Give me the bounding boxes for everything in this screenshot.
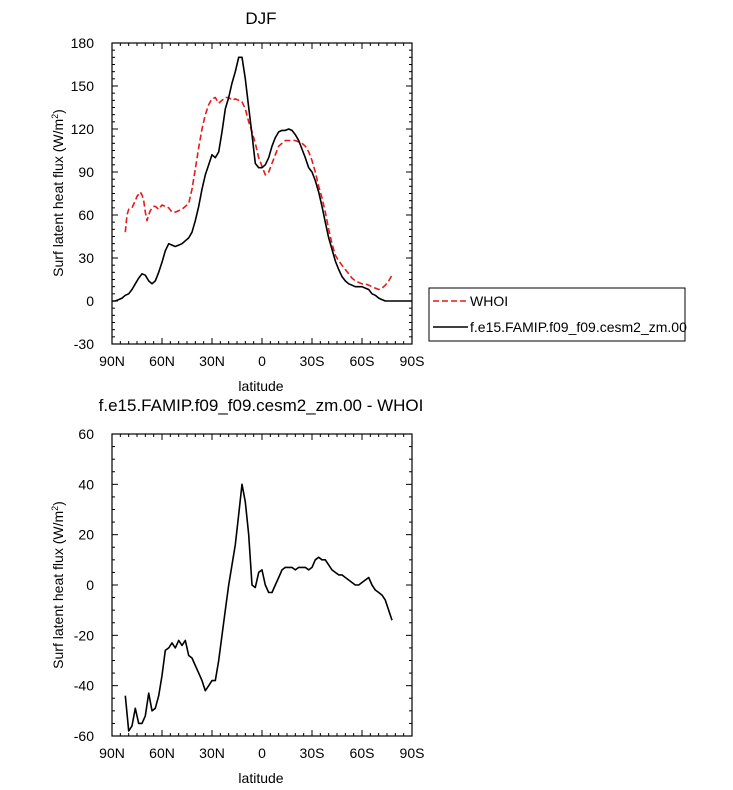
- x-tick-label: 90S: [400, 745, 425, 761]
- legend-box: [428, 287, 686, 342]
- x-tick-label: 60S: [350, 745, 375, 761]
- y-tick-label: 180: [71, 35, 95, 51]
- panel1-xlabel: latitude: [238, 378, 283, 394]
- y-tick-label: 150: [71, 78, 95, 94]
- y-tick-label: -60: [74, 728, 94, 744]
- x-tick-label: 30N: [199, 745, 225, 761]
- series-line-f-e15-famip-f09-f09-cesm2-zm-00: [112, 56, 412, 302]
- panel2-frame: [111, 433, 413, 737]
- x-tick-label: 30S: [300, 353, 325, 369]
- panel1-ylabel: Surf latent heat flux (W/m2): [50, 109, 66, 277]
- panel2-title: f.e15.FAMIP.f09_f09.cesm2_zm.00 - WHOI: [99, 396, 424, 415]
- x-tick-label: 0: [258, 745, 266, 761]
- legend: WHOI f.e15.FAMIP.f09_f09.cesm2_zm.00: [428, 287, 687, 342]
- y-tick-label: 60: [78, 426, 94, 442]
- series-line-whoi: [124, 96, 393, 291]
- panel2-xlabel: latitude: [238, 770, 283, 786]
- x-tick-label: 0: [258, 353, 266, 369]
- x-tick-label: 90N: [99, 745, 125, 761]
- y-tick-label: 90: [78, 164, 94, 180]
- y-tick-label: -40: [74, 678, 94, 694]
- y-tick-label: -20: [74, 627, 94, 643]
- x-tick-label: 30N: [199, 353, 225, 369]
- panel1-plot-area: 90N 60N 30N 0 30S 60S 90S -30 0 30 60 90 120 150 180: [71, 35, 425, 369]
- y-tick-label: 30: [78, 250, 94, 266]
- y-tick-label: 60: [78, 207, 94, 223]
- panel2-ylabel: Surf latent heat flux (W/m2): [50, 501, 66, 669]
- y-tick-label: 0: [86, 577, 94, 593]
- x-tick-label: 90S: [400, 353, 425, 369]
- x-tick-label: 60S: [350, 353, 375, 369]
- y-tick-label: -30: [74, 336, 94, 352]
- panel1-frame: [111, 42, 413, 345]
- series-line-f-e15-famip-f09-f09-cesm2-zm-00-whoi: [124, 483, 393, 732]
- legend-whoi-label: WHOI: [470, 293, 508, 309]
- panel1-title: DJF: [245, 9, 276, 28]
- x-tick-label: 60N: [149, 745, 175, 761]
- x-tick-label: 30S: [300, 745, 325, 761]
- y-tick-label: 0: [86, 293, 94, 309]
- y-tick-label: 40: [78, 476, 94, 492]
- x-tick-label: 60N: [149, 353, 175, 369]
- y-tick-label: 20: [78, 527, 94, 543]
- y-tick-label: 120: [71, 121, 95, 137]
- x-tick-label: 90N: [99, 353, 125, 369]
- panel2-plot-area: 90N 60N 30N 0 30S 60S 90S -60 -40 -20 0 20 40 60: [74, 426, 425, 761]
- legend-model-label: f.e15.FAMIP.f09_f09.cesm2_zm.00: [470, 319, 687, 335]
